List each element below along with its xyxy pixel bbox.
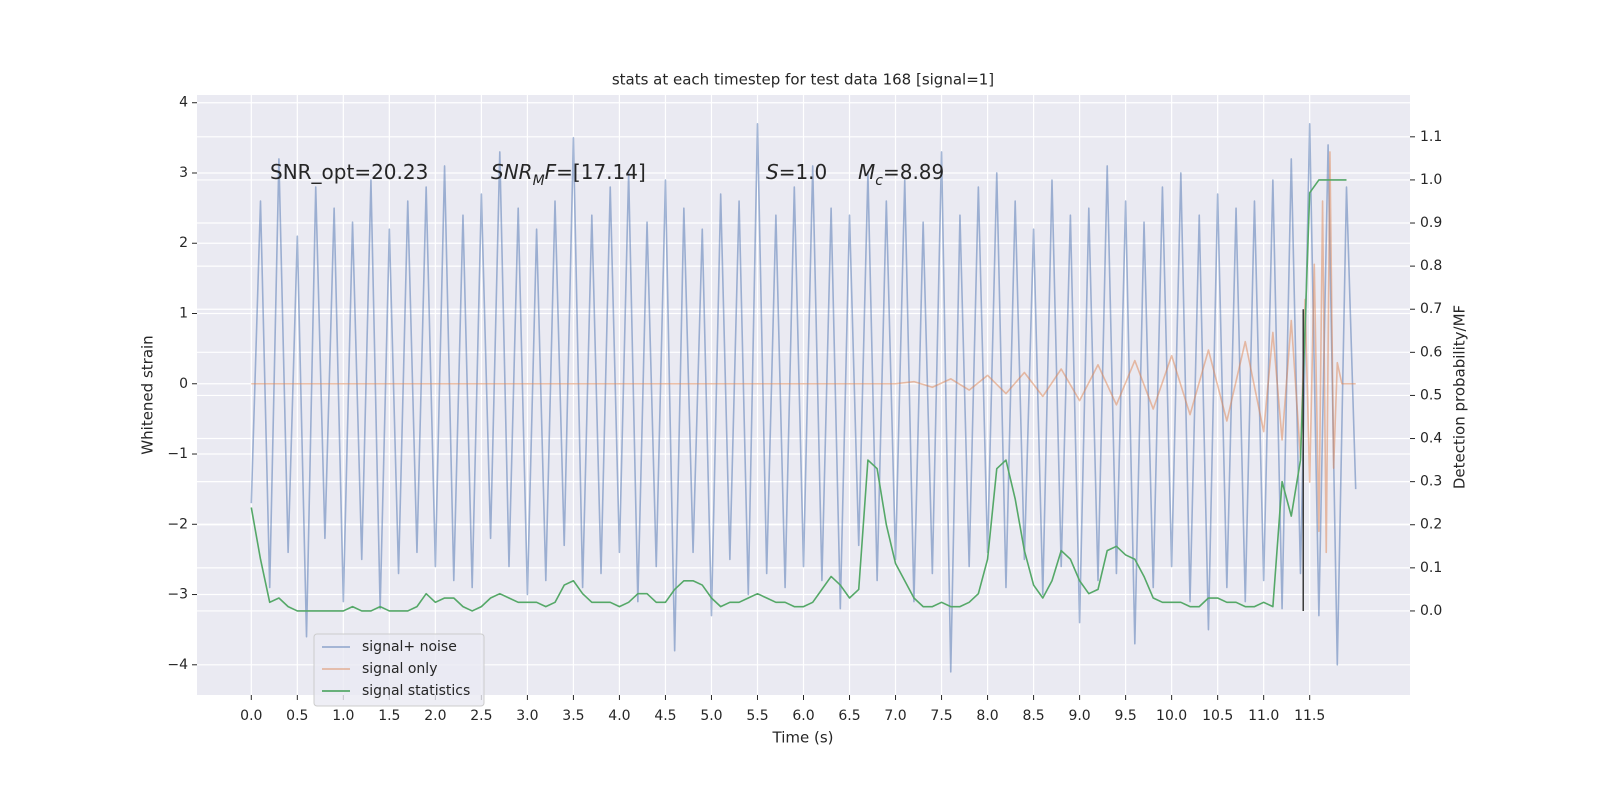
annotation-part: c	[875, 173, 883, 189]
x-tick-label: 11.0	[1248, 708, 1279, 724]
y2-tick-label: 0.7	[1420, 301, 1442, 317]
y2-tick-label: 0.8	[1420, 258, 1442, 274]
y2-tick-label: 1.1	[1420, 129, 1442, 145]
x-tick-label: 2.0	[424, 708, 446, 724]
y-tick-label: −4	[167, 657, 188, 673]
y-tick-label: −2	[167, 516, 188, 532]
x-tick-label: 1.0	[332, 708, 354, 724]
legend-label: signal only	[362, 661, 437, 677]
x-tick-label: 5.0	[700, 708, 722, 724]
x-tick-label: 5.5	[746, 708, 768, 724]
x-tick-label: 4.0	[608, 708, 630, 724]
legend-label: signal statistics	[362, 683, 470, 699]
annotation-part: SNR	[491, 159, 533, 183]
x-axis-label: Time (s)	[772, 729, 834, 747]
annotation-part: =8.89	[883, 159, 944, 183]
y2-tick-label: 0.3	[1420, 474, 1442, 490]
y-tick-label: 2	[179, 235, 188, 251]
annotation: SNR_opt=20.23	[270, 159, 428, 183]
y-tick-label: 1	[179, 306, 188, 322]
x-tick-label: 7.5	[930, 708, 952, 724]
marks	[250, 123, 1357, 673]
x-tick-label: 0.5	[286, 708, 308, 724]
chart-title: stats at each timestep for test data 168…	[612, 71, 994, 89]
annotation-part: =[17.14]	[556, 159, 646, 183]
y-axis-label: Whitened strain	[139, 335, 157, 454]
y2-tick-label: 0.1	[1420, 560, 1442, 576]
x-tick-label: 6.5	[838, 708, 860, 724]
x-tick-label: 10.5	[1202, 708, 1233, 724]
y2-tick-label: 0.0	[1420, 603, 1442, 619]
y-tick-label: −1	[167, 446, 188, 462]
y2-tick-label: 1.0	[1420, 172, 1442, 188]
annotation-part: SNR_opt=20.23	[270, 159, 428, 183]
x-tick-label: 9.5	[1114, 708, 1136, 724]
annotation-part: S	[766, 159, 779, 183]
x-tick-label: 6.0	[792, 708, 814, 724]
annotation: Mc=8.89	[858, 159, 944, 189]
y-tick-label: 3	[179, 165, 188, 181]
y2-tick-label: 0.2	[1420, 517, 1442, 533]
annotation-part: M	[858, 159, 875, 183]
x-tick-label: 8.5	[1022, 708, 1044, 724]
x-tick-label: 8.0	[976, 708, 998, 724]
x-tick-label: 0.0	[240, 708, 262, 724]
y2-tick-label: 0.4	[1420, 431, 1442, 447]
overlay: 0.0 0.5 1.0 1.5 2.0 2.5 3.0 3.5 4.0 4.5 5.0 5.5 6.0 6…	[167, 95, 1442, 724]
annotation-part: =1.0	[779, 159, 828, 183]
legend-label: signal+ noise	[362, 639, 457, 655]
x-tick-label: 3.0	[516, 708, 538, 724]
annotation-part: F	[545, 159, 557, 183]
x-tick-label: 10.0	[1156, 708, 1187, 724]
y2-tick-label: 0.5	[1420, 387, 1442, 403]
x-tick-label: 11.5	[1294, 708, 1325, 724]
x-tick-label: 1.5	[378, 708, 400, 724]
y2-tick-label: 0.9	[1420, 215, 1442, 231]
series-line	[250, 123, 1357, 673]
x-tick-label: 3.5	[562, 708, 584, 724]
y-tick-label: −3	[167, 587, 188, 603]
y-tick-label: 0	[179, 376, 188, 392]
x-tick-label: 7.0	[884, 708, 906, 724]
x-tick-label: 2.5	[470, 708, 492, 724]
legend-box	[313, 633, 485, 707]
annotation-part: M	[533, 173, 545, 189]
y-tick-label: 4	[179, 95, 188, 111]
y2-axis-label: Detection probability/MF	[1451, 305, 1469, 489]
x-tick-label: 4.5	[654, 708, 676, 724]
series-line	[250, 179, 1347, 612]
annotation: SNRMF=[17.14]	[491, 159, 646, 189]
series-line	[251, 151, 1356, 554]
y2-tick-label: 0.6	[1420, 344, 1442, 360]
annotation: S=1.0	[766, 159, 827, 183]
x-tick-label: 9.0	[1068, 708, 1090, 724]
